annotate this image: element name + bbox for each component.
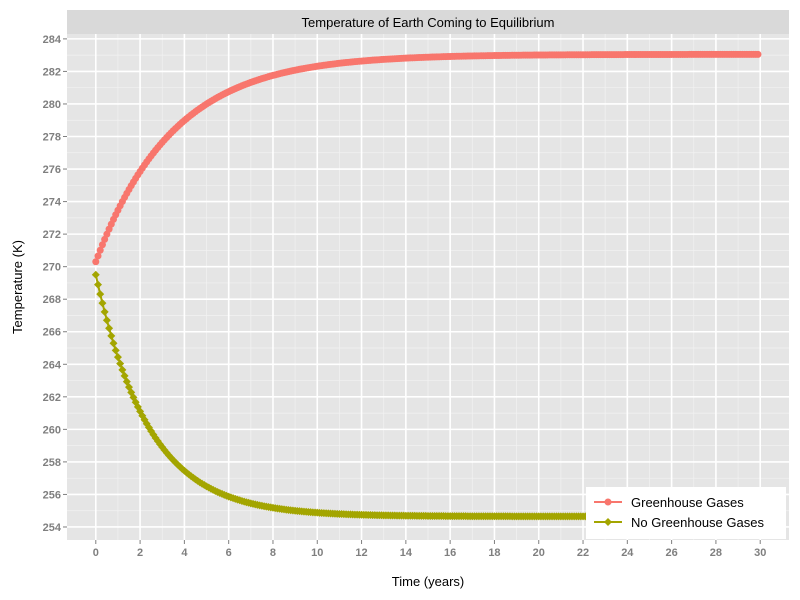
x-tick-label: 4 xyxy=(181,547,188,559)
legend-label: Greenhouse Gases xyxy=(631,495,744,510)
legend-key-circle xyxy=(604,498,612,506)
data-point xyxy=(109,339,118,348)
y-tick-label: 270 xyxy=(43,262,61,274)
y-tick-label: 264 xyxy=(43,359,62,371)
x-tick-label: 10 xyxy=(311,547,323,559)
x-tick-label: 12 xyxy=(355,547,367,559)
x-tick-label: 0 xyxy=(93,547,99,559)
x-tick-label: 30 xyxy=(754,547,766,559)
data-point xyxy=(113,353,122,362)
x-axis: 0 2 4 6 8 10 12 14 16 18 20 22 24 26 28 30 xyxy=(93,540,766,559)
x-axis-title: Time (years) xyxy=(392,574,464,589)
legend: Greenhouse Gases No Greenhouse Gases xyxy=(586,487,786,539)
data-point xyxy=(96,290,105,299)
data-point xyxy=(98,299,107,308)
x-tick-label: 8 xyxy=(270,547,276,559)
x-tick-label: 24 xyxy=(621,547,634,559)
y-tick-label: 258 xyxy=(43,457,61,469)
y-tick-label: 276 xyxy=(43,164,61,176)
data-point xyxy=(118,365,127,374)
x-tick-label: 22 xyxy=(577,547,589,559)
x-tick-label: 20 xyxy=(533,547,545,559)
y-tick-label: 260 xyxy=(43,424,61,436)
legend-item: No Greenhouse Gases xyxy=(594,515,764,530)
x-tick-label: 28 xyxy=(710,547,722,559)
x-tick-label: 26 xyxy=(665,547,677,559)
data-point xyxy=(111,346,120,355)
x-tick-label: 16 xyxy=(444,547,456,559)
y-tick-label: 280 xyxy=(43,99,61,111)
y-tick-label: 256 xyxy=(43,489,61,501)
y-tick-label: 284 xyxy=(43,34,62,46)
x-tick-label: 14 xyxy=(400,547,413,559)
series-greenhouse-gases xyxy=(92,50,762,266)
data-point xyxy=(96,246,104,254)
data-point xyxy=(100,307,109,316)
legend-label: No Greenhouse Gases xyxy=(631,515,764,530)
strip-background xyxy=(67,10,789,34)
legend-background xyxy=(586,487,786,539)
y-tick-label: 282 xyxy=(43,66,61,78)
data-point xyxy=(116,359,125,368)
data-point xyxy=(754,50,762,58)
y-tick-label: 266 xyxy=(43,327,61,339)
grid-major xyxy=(67,34,789,540)
y-tick-label: 272 xyxy=(43,229,61,241)
legend-key-diamond xyxy=(604,518,612,526)
data-point xyxy=(105,324,114,333)
data-point xyxy=(94,280,103,289)
x-tick-label: 6 xyxy=(226,547,232,559)
y-tick-label: 278 xyxy=(43,132,61,144)
y-tick-label: 274 xyxy=(43,197,62,209)
chart-title: Temperature of Earth Coming to Equilibri… xyxy=(302,15,555,30)
data-point xyxy=(107,331,116,340)
y-tick-label: 268 xyxy=(43,294,61,306)
y-axis: 254 256 258 260 262 264 266 268 270 272 274 276 278 2… xyxy=(43,34,67,534)
y-axis-title: Temperature (K) xyxy=(10,240,25,334)
x-tick-label: 18 xyxy=(488,547,500,559)
data-point xyxy=(92,258,100,266)
data-point xyxy=(94,252,102,260)
legend-item: Greenhouse Gases xyxy=(594,495,744,510)
data-point xyxy=(91,270,100,279)
data-point xyxy=(102,316,111,325)
data-point xyxy=(98,241,106,249)
x-tick-label: 2 xyxy=(137,547,143,559)
y-tick-label: 262 xyxy=(43,392,61,404)
y-tick-label: 254 xyxy=(43,522,62,534)
